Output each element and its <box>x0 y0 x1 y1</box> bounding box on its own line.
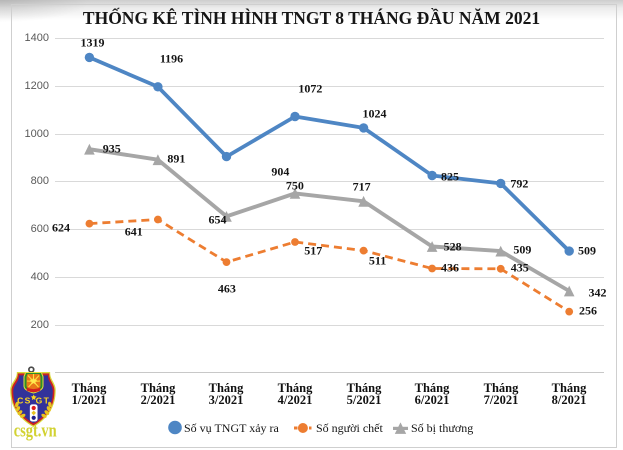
svg-text:csgt.vn: csgt.vn <box>14 421 57 442</box>
svg-text:CS GT: CS GT <box>17 396 50 406</box>
